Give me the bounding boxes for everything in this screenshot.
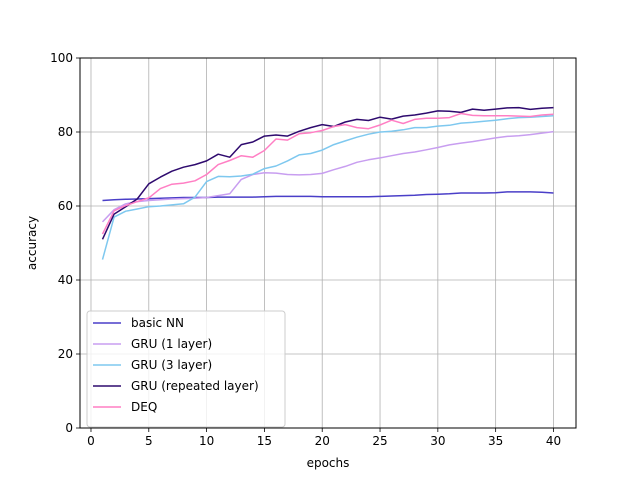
legend-box (86, 310, 286, 428)
x-tick-label: 15 (257, 434, 272, 448)
x-tick-label: 10 (199, 434, 214, 448)
x-tick-label: 40 (546, 434, 561, 448)
x-tick-label: 0 (87, 434, 95, 448)
legend-label: DEQ (131, 400, 157, 414)
y-axis-label: accuracy (25, 216, 39, 270)
x-tick-label: 20 (315, 434, 330, 448)
x-tick-label: 30 (430, 434, 445, 448)
x-tick-label: 35 (488, 434, 503, 448)
legend-label: GRU (repeated layer) (131, 379, 259, 393)
series-line (101, 130, 554, 223)
legend: basic NN GRU (1 layer) GRU (3 layer) GRU (r… (86, 310, 286, 428)
y-tick-label: 100 (50, 51, 73, 65)
x-tick-label: 25 (372, 434, 387, 448)
x-axis-label: epochs (307, 456, 350, 470)
y-tick-label: 40 (58, 273, 73, 287)
plot-frame (79, 57, 577, 429)
y-tick-label: 60 (58, 199, 73, 213)
series-line (101, 112, 554, 235)
legend-label: GRU (1 layer) (131, 337, 212, 351)
y-tick-label: 80 (58, 125, 73, 139)
legend-label: GRU (3 layer) (131, 358, 212, 372)
y-tick-label: 0 (65, 421, 73, 435)
series-line (101, 114, 554, 260)
axis-ticks: 0 5 10 15 20 25 30 35 40 0 20 40 60 80 100 (50, 51, 561, 448)
series-line (102, 191, 554, 202)
x-tick-label: 5 (145, 434, 153, 448)
y-tick-label: 20 (58, 347, 73, 361)
series-line (101, 106, 554, 240)
series-lines (101, 106, 554, 260)
legend-label: basic NN (131, 316, 184, 330)
